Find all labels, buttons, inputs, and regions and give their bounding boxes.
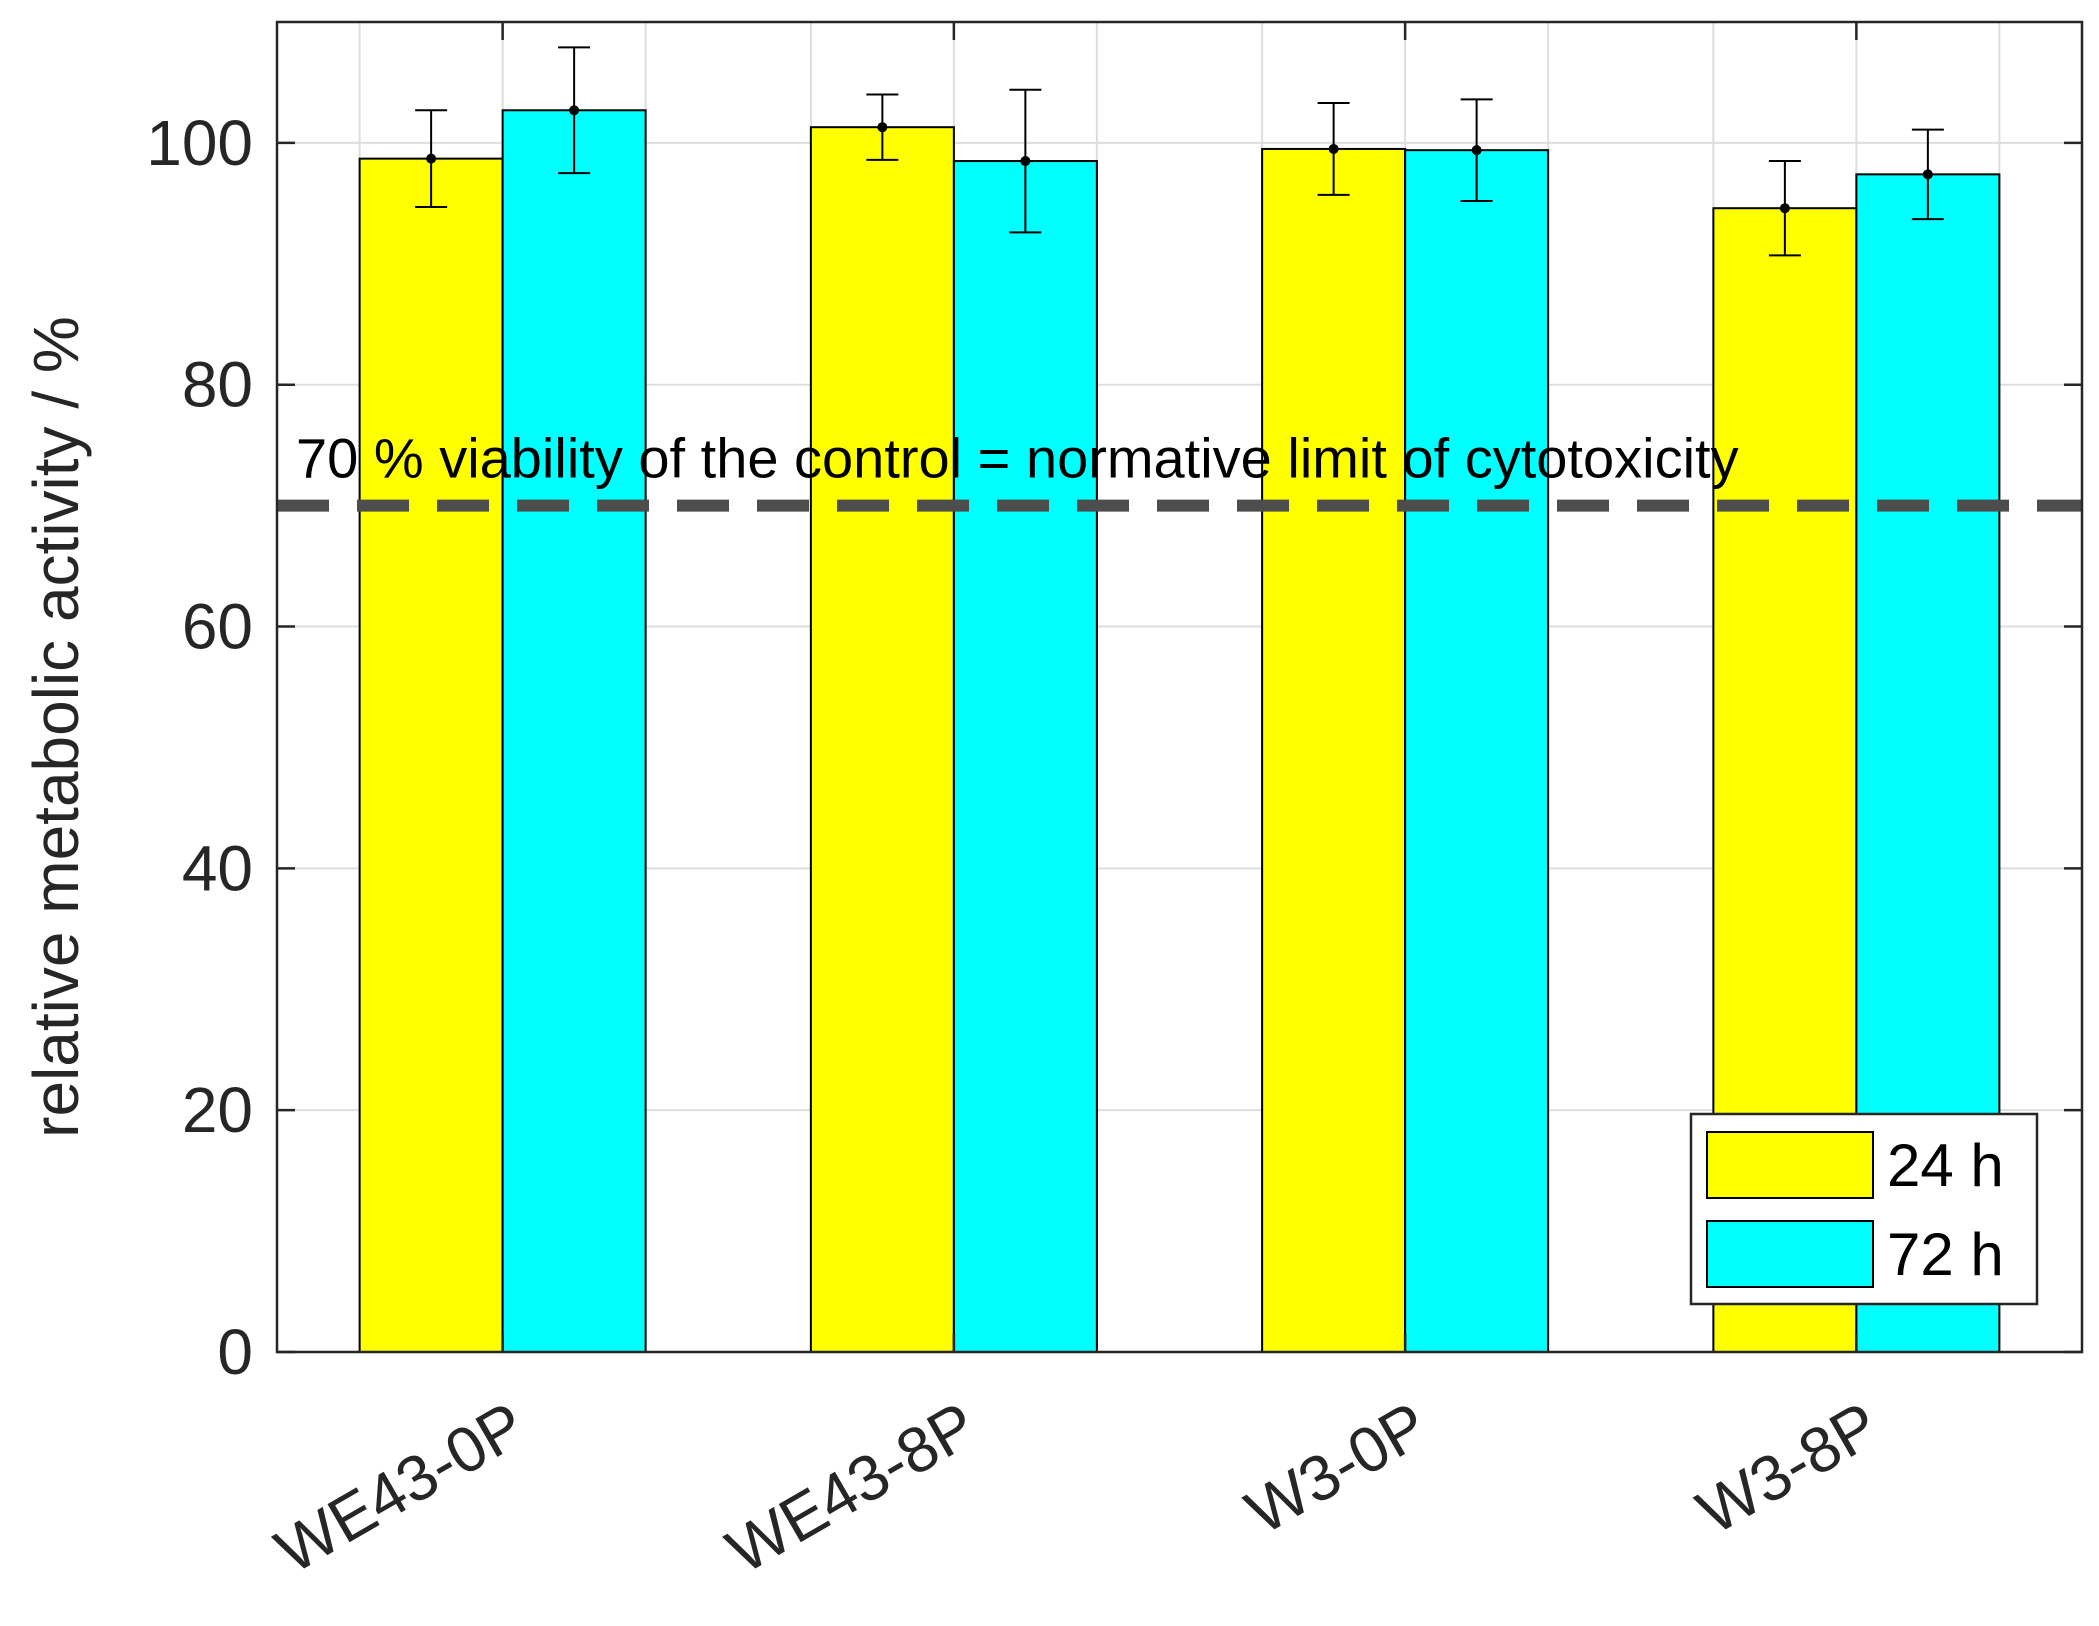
error-bar-w3-0p-72h [1460,98,1493,202]
error-bar-we43-0p-72h [558,46,591,175]
y-tick-label: 100 [146,107,253,179]
bar-we43-8p-72h [952,160,1098,1354]
y-tick-label: 20 [182,1074,253,1146]
x-tick-labels: WE43-0P WE43-8P W3-0P W3-8P [264,1388,1891,1587]
y-tick-label: 80 [182,349,253,421]
legend-swatch-72h [1706,1220,1874,1288]
bar-we43-0p-24h [358,157,504,1353]
legend-label-72h: 72 h [1887,1221,2004,1288]
legend: 24 h 72 h [1689,1112,2039,1306]
axes-box [275,20,2084,1354]
x-category-label: WE43-8P [715,1388,988,1587]
y-tick-label: 0 [217,1316,253,1388]
error-bar-w3-0p-24h [1317,102,1350,196]
legend-label-24h: 24 h [1887,1132,2004,1199]
bar-we43-8p-24h [809,126,955,1353]
error-bar-we43-0p-24h [415,109,448,208]
y-axis-title: relative metabolic activity / % [20,316,92,1138]
bar-we43-0p-72h [501,109,647,1353]
y-tick-label: 40 [182,832,253,904]
bars [358,109,2001,1354]
reference-line-label: 70 % viability of the control = normativ… [296,427,1739,490]
error-bars [415,46,1944,257]
bar-w3-0p-24h [1261,147,1407,1353]
bar-w3-0p-72h [1404,149,1550,1353]
legend-swatch-24h [1706,1131,1874,1199]
error-bar-w3-8p-24h [1768,160,1801,257]
error-bar-we43-8p-72h [1009,88,1042,234]
y-tick-labels: 0 20 40 60 80 100 [146,107,253,1388]
x-category-label: W3-8P [1685,1388,1890,1548]
x-category-label: WE43-0P [264,1388,537,1587]
y-tick-label: 60 [182,591,253,663]
error-bar-w3-8p-72h [1911,128,1944,221]
axis-ticks [277,22,2082,1354]
x-category-label: W3-0P [1234,1388,1439,1548]
error-bar-we43-8p-24h [866,93,899,161]
